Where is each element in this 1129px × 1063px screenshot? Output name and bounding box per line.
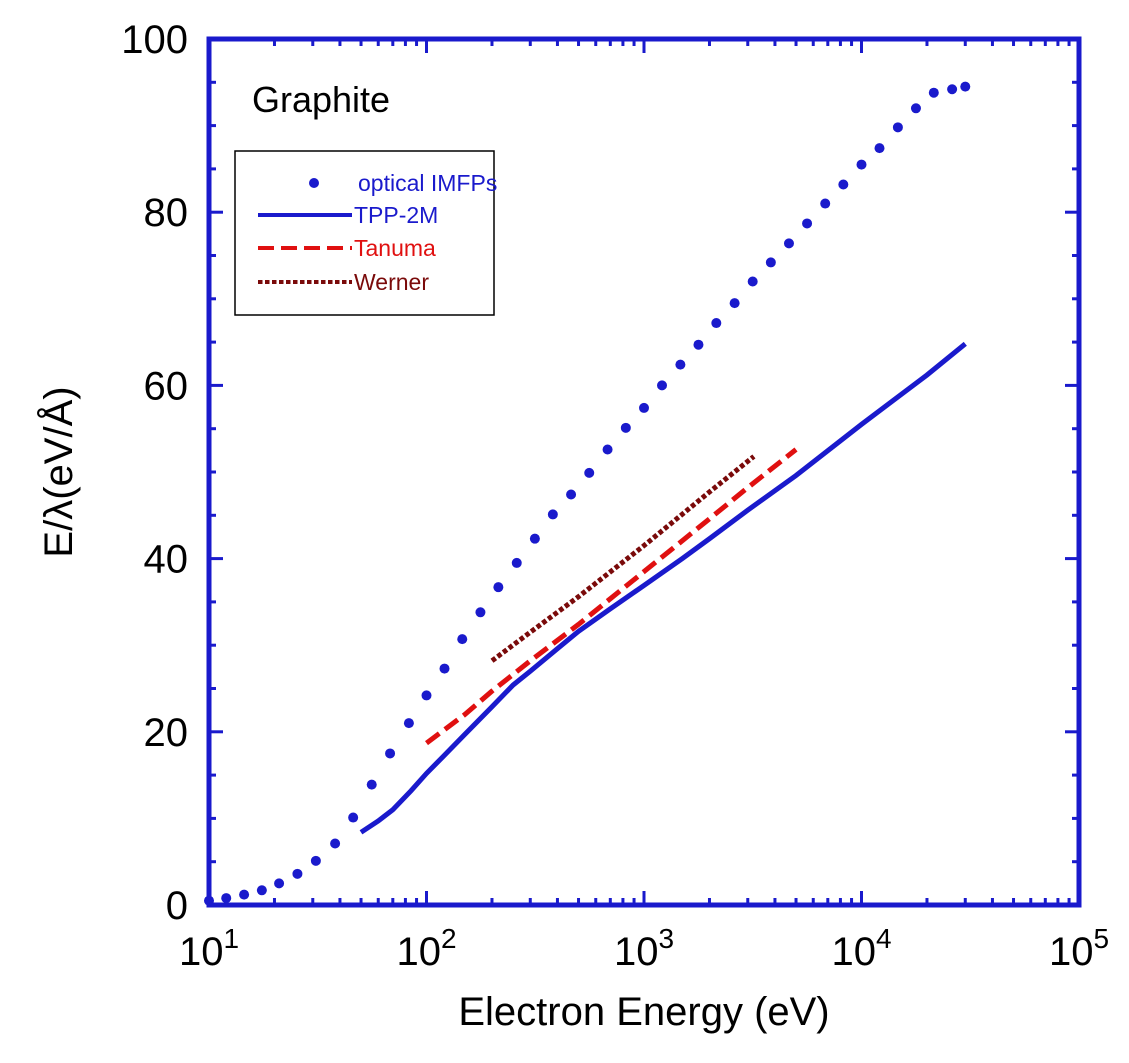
series-werner-line <box>490 454 756 663</box>
legend: optical IMFPs TPP-2M Tanuma Werner <box>234 150 497 316</box>
x-tick-label: 104 <box>831 923 891 974</box>
y-tick-label: 40 <box>144 538 189 582</box>
data-point <box>239 889 250 900</box>
series-optical-imfps <box>204 81 971 906</box>
data-point <box>511 557 522 568</box>
data-point <box>639 402 649 413</box>
data-point <box>657 380 668 391</box>
data-point <box>747 276 758 287</box>
data-point <box>256 885 267 896</box>
plot-frame <box>206 36 1082 908</box>
data-point <box>820 198 831 209</box>
data-point <box>602 444 613 455</box>
legend-label: Tanuma <box>354 235 436 261</box>
data-point <box>892 122 903 133</box>
y-tick-labels: 0 20 40 60 80 100 <box>121 18 188 928</box>
x-tick-label: 101 <box>179 923 239 974</box>
data-point <box>620 422 631 433</box>
legend-label: TPP-2M <box>354 202 438 228</box>
data-point <box>566 489 577 500</box>
x-tick-labels: 101 102 103 104 105 <box>179 923 1109 974</box>
legend-label: optical IMFPs <box>358 170 497 196</box>
data-point <box>765 257 776 268</box>
series-layer <box>204 81 971 906</box>
data-point <box>221 893 232 904</box>
legend-box <box>234 150 495 316</box>
data-point <box>330 838 341 849</box>
data-point <box>310 855 321 866</box>
data-point <box>711 318 722 329</box>
y-tick-label: 80 <box>144 191 189 235</box>
data-point <box>366 779 377 790</box>
data-point <box>274 878 285 889</box>
data-point <box>421 690 432 701</box>
series-tanuma-line <box>425 447 798 746</box>
data-point <box>547 509 558 520</box>
data-point <box>439 663 450 674</box>
data-point <box>348 812 359 823</box>
data-point <box>856 159 867 170</box>
data-point <box>729 298 740 309</box>
data-point <box>403 718 414 729</box>
data-point <box>928 87 939 98</box>
y-tick-label: 100 <box>121 18 188 62</box>
data-point <box>693 339 704 350</box>
data-point <box>457 634 468 645</box>
data-point <box>675 359 686 370</box>
data-point <box>204 895 214 906</box>
data-point <box>385 748 396 759</box>
x-tick-label: 102 <box>396 923 456 974</box>
data-point <box>292 868 303 879</box>
chart-annotation: Graphite <box>252 79 390 120</box>
data-point <box>802 218 813 229</box>
y-tick-label: 20 <box>144 711 189 755</box>
y-tick-label: 0 <box>166 884 188 928</box>
data-point <box>910 103 921 114</box>
data-point <box>947 84 958 95</box>
data-point <box>838 179 849 190</box>
legend-marker <box>309 178 319 188</box>
x-axis-title: Electron Energy (eV) <box>458 990 829 1034</box>
data-point <box>960 81 971 92</box>
data-point <box>493 582 504 593</box>
legend-label: Werner <box>354 269 429 295</box>
y-axis-title: E/λ(eV/Å) <box>36 386 81 557</box>
x-tick-label: 105 <box>1049 923 1109 974</box>
y-tick-label: 60 <box>144 364 189 408</box>
data-point <box>584 467 595 478</box>
data-point <box>783 238 794 249</box>
x-tick-label: 103 <box>614 923 674 974</box>
data-point <box>874 143 885 154</box>
data-point <box>529 533 540 544</box>
data-point <box>475 607 486 618</box>
series-tpp-2m-line <box>359 341 967 835</box>
